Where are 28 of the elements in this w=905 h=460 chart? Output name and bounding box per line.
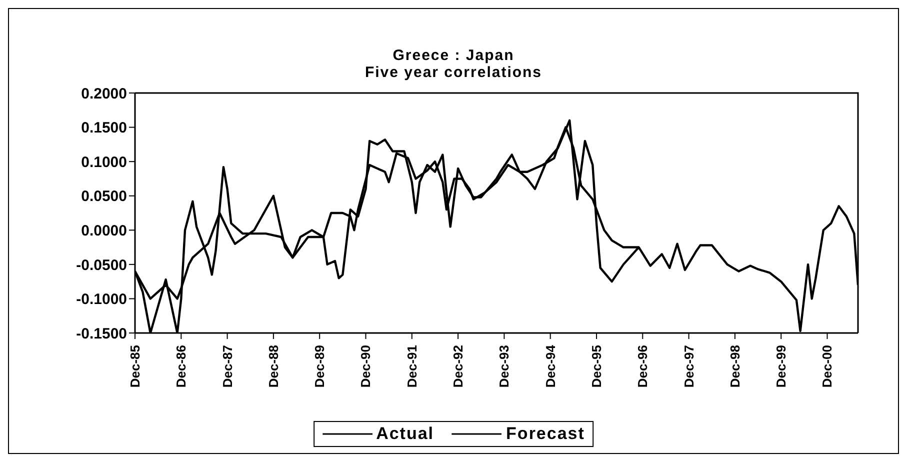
x-tick-label: Dec-86 (174, 345, 189, 388)
x-tick-label: Dec-97 (681, 345, 696, 388)
x-tick-label: Dec-94 (542, 344, 558, 388)
x-tick-label: Dec-96 (635, 345, 650, 388)
x-tick-label: Dec-89 (312, 345, 328, 388)
x-tick-label: Dec-90 (358, 345, 374, 388)
x-tick-label: Dec-92 (450, 345, 466, 388)
x-tick-label: Dec-95 (588, 345, 604, 388)
x-tick-label: Dec-85 (128, 345, 142, 388)
x-tick-label: Dec-88 (266, 345, 281, 388)
y-tick-label: 0.0500 (81, 188, 127, 206)
y-tick-label: 0.1500 (81, 120, 127, 137)
y-tick-label: -0.1500 (76, 325, 127, 342)
y-tick-label: 0.1000 (81, 154, 127, 171)
chart-subtitle: Five year correlations (364, 64, 544, 81)
x-tick-label: Dec-91 (404, 345, 420, 388)
y-tick-label: 0.2000 (81, 85, 127, 102)
y-tick-label: -0.0500 (76, 256, 127, 274)
x-tick-label: Dec-98 (727, 345, 742, 388)
x-tick-label: Dec-99 (774, 345, 789, 388)
y-tick-label: -0.1000 (76, 291, 127, 308)
y-tick-label: 0.0000 (81, 222, 127, 240)
x-tick-label: Dec-93 (496, 345, 512, 388)
chart-title: Greece : Japan (392, 47, 516, 64)
x-tick-label: Dec-87 (220, 345, 235, 388)
x-tick-label: Dec-00 (820, 345, 835, 388)
legend-label: Forecast (506, 424, 585, 444)
legend-label: Actual (376, 424, 434, 444)
